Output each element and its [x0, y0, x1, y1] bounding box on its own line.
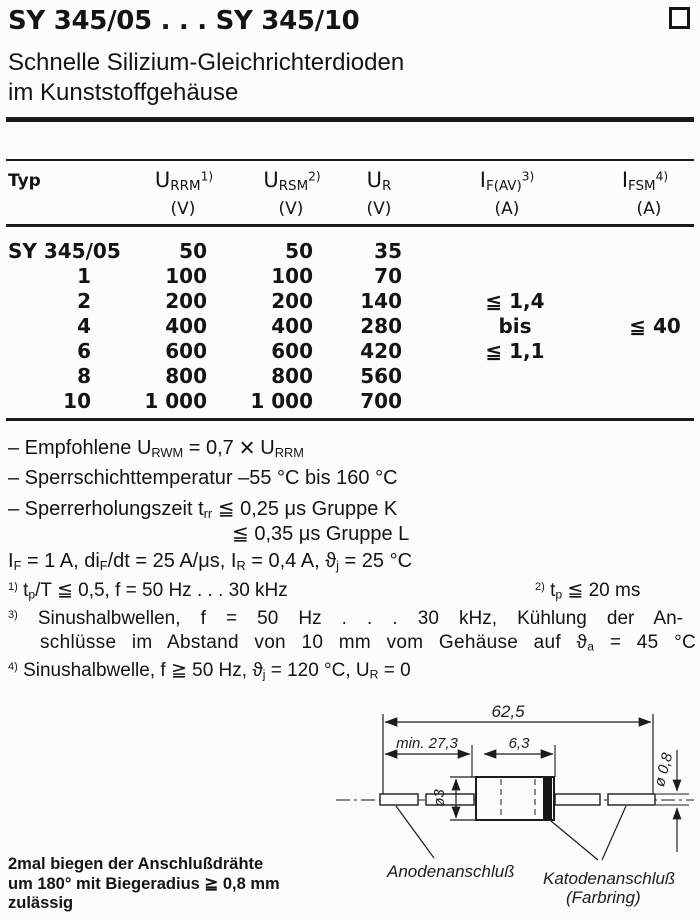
- registration-square-icon: [669, 7, 690, 29]
- cell-urrm: 100: [165, 264, 207, 288]
- page-title: SY 345/05 . . . SY 345/10: [8, 6, 360, 36]
- label-anode: Anodenanschluß: [386, 862, 515, 881]
- unit-ifav: (A): [494, 199, 520, 219]
- cell-ur: 700: [360, 389, 402, 413]
- cell-ursm: 600: [271, 339, 313, 363]
- cathode-band: [543, 778, 552, 819]
- cell-ursm: 200: [271, 289, 313, 313]
- note-test-conditions: IF = 1 A, diF/dt = 25 A/μs, IR = 0,4 A, …: [8, 550, 413, 573]
- table-header-divider: [6, 224, 694, 227]
- ifav-min: ≦ 1,1: [485, 339, 545, 363]
- column-header-ifav: IF(AV)3): [479, 168, 535, 194]
- lead-left-inner: [425, 793, 475, 806]
- unit-ursm: (V): [278, 199, 304, 219]
- unit-ur: (V): [366, 199, 392, 219]
- cell-ursm: 1 000: [250, 389, 313, 413]
- footnote-3-line2: schlüsse im Abstand von 10 mm vom Gehäus…: [40, 632, 696, 654]
- dim-lead-dia-label: ø 0,8: [651, 750, 676, 788]
- cell-typ: 6: [77, 339, 91, 363]
- dim-body-dia-label: ø3: [431, 789, 448, 807]
- note-junction-temp: – Sperrschichttemperatur –55 °C bis 160 …: [8, 467, 398, 489]
- unit-urrm: (V): [170, 199, 196, 219]
- cell-urrm: 800: [165, 364, 207, 388]
- cell-urrm: 200: [165, 289, 207, 313]
- cell-urrm: 600: [165, 339, 207, 363]
- label-cathode-farbring: (Farbring): [566, 888, 641, 907]
- table-bottom-divider: [6, 418, 694, 421]
- column-header-typ: Typ: [8, 171, 41, 191]
- cell-typ: 10: [63, 389, 91, 413]
- cell-ur: 35: [374, 239, 402, 263]
- cell-ur: 280: [360, 314, 402, 338]
- note-recovery-time-k: – Sperrerholungszeit trr ≦ 0,25 μs Grupp…: [8, 498, 398, 521]
- cell-urrm: 400: [165, 314, 207, 338]
- ifav-bis: bis: [498, 314, 532, 338]
- lead-right-outer: [607, 793, 656, 806]
- column-header-ursm: URSM2): [263, 168, 321, 194]
- note-urwm: – Empfohlene URWM = 0,7 × URRM: [8, 432, 304, 463]
- cell-urrm: 1 000: [144, 389, 207, 413]
- cell-typ: SY 345/05: [8, 239, 121, 263]
- cell-ursm: 100: [271, 264, 313, 288]
- label-cathode: Katodenanschluß: [543, 869, 675, 888]
- cell-ursm: 400: [271, 314, 313, 338]
- cell-ur: 420: [360, 339, 402, 363]
- ifav-max: ≦ 1,4: [485, 289, 545, 313]
- cell-ur: 70: [374, 264, 402, 288]
- cell-typ: 2: [77, 289, 91, 313]
- column-header-ifsm: IFSM4): [621, 168, 669, 194]
- footnote-1: 1) tp/T ≦ 0,5, f = 50 Hz . . . 30 kHz: [8, 580, 288, 602]
- note-recovery-time-l: ≦ 0,35 μs Gruppe L: [232, 523, 410, 545]
- cell-typ: 4: [77, 314, 91, 338]
- footnote-4: 4) Sinushalbwelle, f ≧ 50 Hz, ϑj = 120 °…: [8, 660, 411, 682]
- cell-urrm: 50: [179, 239, 207, 263]
- cell-ursm: 800: [271, 364, 313, 388]
- diode-body: [475, 776, 555, 821]
- cell-ur: 140: [360, 289, 402, 313]
- leader-line-anode: [395, 805, 435, 859]
- footnote-2: 2) tp ≦ 20 ms: [535, 580, 641, 602]
- dim-total-label: 62,5: [491, 702, 525, 721]
- bend-instruction-note: 2mal biegen der Anschlußdrähte um 180° m…: [8, 855, 280, 912]
- divider-heavy: [6, 117, 694, 122]
- cell-typ: 1: [77, 264, 91, 288]
- column-header-urrm: URRM1): [154, 168, 214, 194]
- column-header-ur: UR: [366, 168, 392, 194]
- lead-right-inner: [554, 793, 601, 806]
- dim-body-label: 6,3: [509, 735, 531, 752]
- cell-ifsm-span: ≦ 40: [629, 314, 681, 338]
- page-subtitle: Schnelle Silizium-Gleichrichterdioden im…: [8, 49, 405, 106]
- leader-line-cathode: [601, 805, 627, 861]
- cell-ursm: 50: [285, 239, 313, 263]
- cell-ifav-span: ≦ 1,4 bis ≦ 1,1: [455, 289, 575, 364]
- unit-ifsm: (A): [636, 199, 662, 219]
- leader-line-cathode: [550, 820, 599, 861]
- dim-lead-min-label: min. 27,3: [396, 735, 458, 752]
- table-top-divider: [6, 159, 694, 161]
- lead-left-outer: [379, 793, 419, 806]
- footnote-3-line1: 3) Sinushalbwellen, f = 50 Hz . . . 30 k…: [8, 608, 683, 629]
- cell-typ: 8: [77, 364, 91, 388]
- package-outline-drawing: 62,5 min. 27,3 6,3 ø3: [330, 695, 700, 920]
- cell-ur: 560: [360, 364, 402, 388]
